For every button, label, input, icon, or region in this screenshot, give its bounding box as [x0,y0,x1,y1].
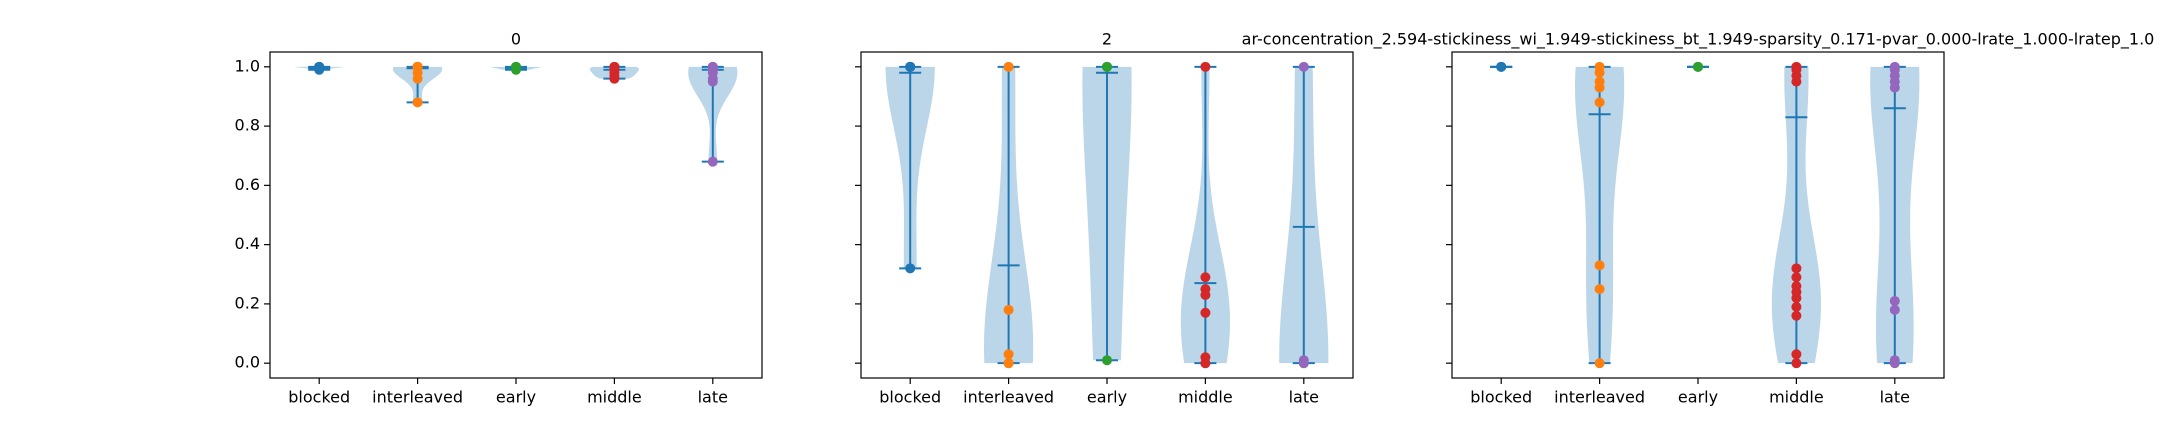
data-point [707,76,718,87]
data-point [1200,307,1211,318]
data-point [1003,304,1014,315]
panel-title: 2 [1102,30,1112,49]
data-point [1200,272,1211,283]
data-point [412,73,423,84]
data-point [1594,97,1605,108]
data-point [511,61,521,72]
x-tick-label: interleaved [372,388,463,407]
panel: ar-concentration_2.594-stickiness_wi_1.9… [1242,30,2155,407]
data-point [1298,358,1309,369]
y-tick-label: 0.2 [235,293,260,312]
x-tick-label: middle [1178,388,1233,407]
data-point [1791,349,1802,360]
x-tick-label: early [1087,388,1127,407]
data-point [1889,304,1900,315]
data-point [1594,260,1605,271]
data-point [1791,76,1802,87]
data-point [1200,290,1211,301]
data-point [1003,358,1014,369]
data-point [1298,61,1309,72]
data-point [1889,82,1900,93]
x-tick-label: middle [587,388,642,407]
data-point [1791,272,1802,283]
y-tick-label: 0.6 [235,175,260,194]
data-point [707,156,718,167]
y-tick-label: 0.4 [235,234,260,253]
panel: 0 0.0 0.2 0.4 0.6 0.8 1.0 blocked interleaved ear… [235,30,763,407]
data-point [905,61,916,72]
data-point [1791,310,1802,321]
x-tick-label: blocked [288,388,350,407]
data-point [1003,61,1014,72]
data-point [1102,61,1112,72]
data-point [609,61,620,72]
x-tick-label: blocked [1470,388,1532,407]
x-tick-label: late [1880,388,1910,407]
data-point [412,97,423,108]
x-tick-label: late [1289,388,1319,407]
x-tick-label: middle [1769,388,1824,407]
data-point [1791,301,1802,312]
data-point [1102,355,1112,366]
data-point [1889,295,1900,306]
data-point [1496,61,1507,72]
data-point [1594,82,1605,93]
data-point [609,73,620,84]
x-tick-label: late [698,388,728,407]
plot-frame [1451,51,1945,379]
data-point [314,61,325,72]
data-point [1594,67,1605,78]
y-tick-label: 1.0 [235,56,260,75]
data-point [412,61,423,72]
x-tick-label: interleaved [1554,388,1645,407]
x-tick-label: early [496,388,536,407]
data-point [1003,349,1014,360]
data-point [707,61,718,72]
x-tick-label: interleaved [963,388,1054,407]
data-point [1200,358,1211,369]
data-point [1791,358,1802,369]
panel-title: 0 [511,30,521,49]
data-point [1200,61,1211,72]
data-point [1791,263,1802,274]
y-tick-label: 0.0 [235,353,260,372]
data-point [1594,358,1605,369]
data-point [1594,284,1605,295]
plot-frame [269,51,763,379]
x-tick-label: blocked [879,388,941,407]
data-point [1791,292,1802,303]
panel-title: ar-concentration_2.594-stickiness_wi_1.9… [1242,30,2155,50]
data-point [905,263,916,274]
data-point [1889,358,1900,369]
panel: 2 blocked interleaved early middle late [855,30,1354,407]
x-tick-label: early [1678,388,1718,407]
y-tick-label: 0.8 [235,116,260,135]
data-point [1693,61,1703,72]
